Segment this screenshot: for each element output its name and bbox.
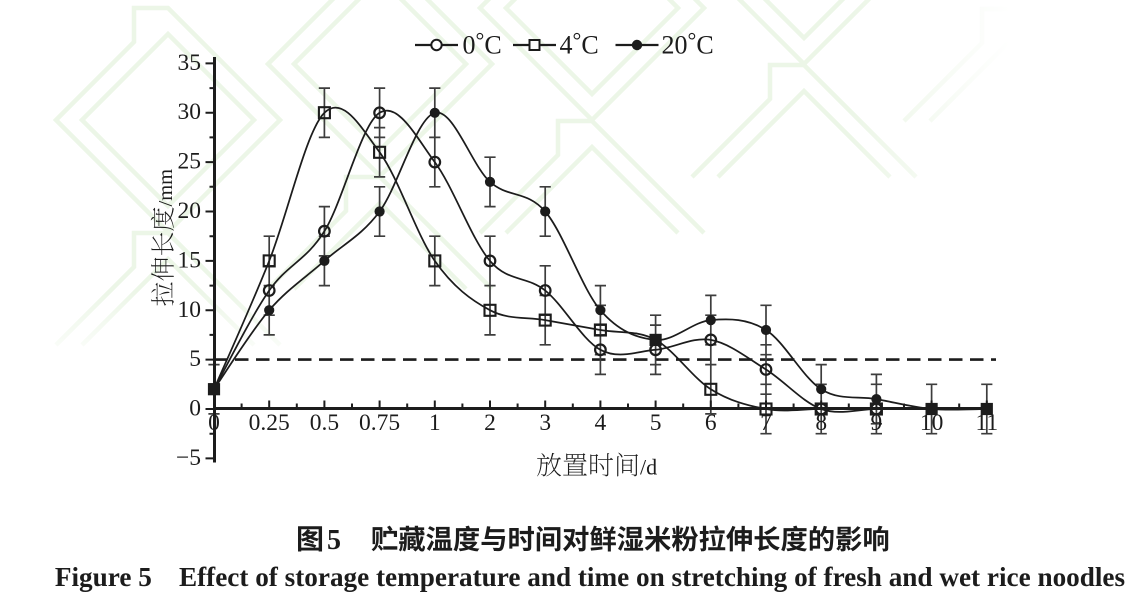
svg-text:15: 15 <box>178 247 202 273</box>
svg-text:9: 9 <box>871 410 883 436</box>
svg-text:5: 5 <box>327 525 341 556</box>
svg-text:5: 5 <box>650 410 662 436</box>
svg-text:4: 4 <box>595 410 607 436</box>
svg-text:6: 6 <box>705 410 717 436</box>
svg-text:0: 0 <box>208 410 220 436</box>
svg-text:/mm: /mm <box>155 169 177 207</box>
svg-text:0.75: 0.75 <box>359 410 400 436</box>
svg-text:−5: −5 <box>176 445 201 471</box>
svg-text:8: 8 <box>815 410 827 436</box>
svg-text:0.25: 0.25 <box>249 410 290 436</box>
svg-text:30: 30 <box>178 99 202 125</box>
svg-text:35: 35 <box>178 50 202 76</box>
svg-text:11: 11 <box>975 410 998 436</box>
svg-text:7: 7 <box>760 410 772 436</box>
svg-text:2: 2 <box>484 410 496 436</box>
svg-text:1: 1 <box>429 410 441 436</box>
svg-text:0: 0 <box>189 396 201 422</box>
svg-text:25: 25 <box>178 149 202 175</box>
svg-text:0.5: 0.5 <box>310 410 339 436</box>
svg-text:/d: /d <box>640 455 657 480</box>
svg-text:5: 5 <box>189 346 201 372</box>
svg-text:10: 10 <box>178 297 202 323</box>
svg-text:Figure 5 Effect of storage: Figure 5 Effect of storage temperature a… <box>55 562 1125 592</box>
svg-text:3: 3 <box>539 410 551 436</box>
svg-text:10: 10 <box>920 410 944 436</box>
svg-text:20: 20 <box>178 198 202 224</box>
